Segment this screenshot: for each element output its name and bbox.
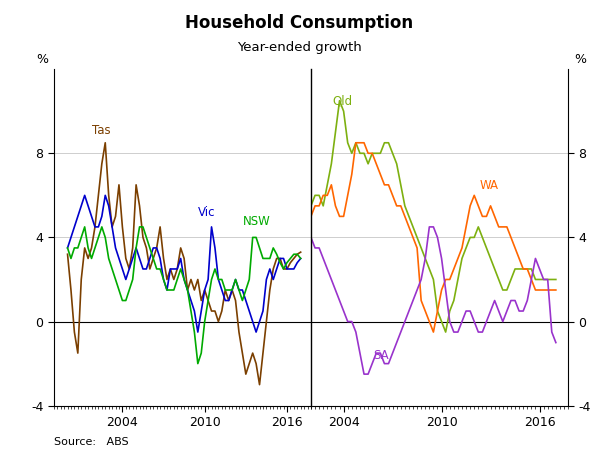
Text: %: %	[36, 53, 48, 66]
Text: Source:   ABS: Source: ABS	[54, 437, 129, 447]
Text: NSW: NSW	[243, 215, 271, 228]
Text: Tas: Tas	[92, 124, 111, 137]
Text: Household Consumption: Household Consumption	[185, 14, 413, 32]
Text: %: %	[574, 53, 586, 66]
Text: Year-ended growth: Year-ended growth	[237, 41, 361, 54]
Text: Vic: Vic	[198, 207, 215, 219]
Text: WA: WA	[479, 179, 498, 192]
Text: SA: SA	[373, 349, 389, 362]
Text: Qld: Qld	[332, 95, 352, 108]
